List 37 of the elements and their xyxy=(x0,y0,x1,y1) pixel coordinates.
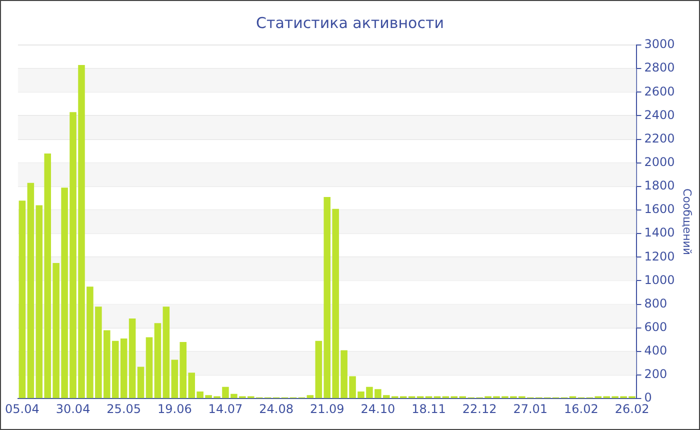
y-tick-label: 2600 xyxy=(644,84,675,98)
y-tick-label: 1000 xyxy=(644,272,675,287)
y-tick-label: 1600 xyxy=(644,202,675,216)
bar xyxy=(162,306,170,398)
y-tick-label: 1200 xyxy=(644,249,675,264)
y-tick-label: 3000 xyxy=(644,37,675,52)
y-tick-label: 2000 xyxy=(644,154,675,169)
x-tick-label: 25.05 xyxy=(106,402,142,416)
x-tick-label: 24.08 xyxy=(259,402,294,416)
x-tick-label: 30.04 xyxy=(56,402,90,416)
bar xyxy=(146,337,153,398)
bar xyxy=(306,395,314,398)
y-tick-label: 400 xyxy=(644,344,668,358)
x-tick-label: 05.04 xyxy=(5,402,40,416)
y-tick-label: 800 xyxy=(644,296,668,310)
x-tick-label: 16.02 xyxy=(564,402,598,416)
bar xyxy=(27,182,34,398)
bar xyxy=(18,200,26,398)
x-tick-label: 21.09 xyxy=(310,402,344,416)
x-tick-label: 19.06 xyxy=(157,402,192,416)
x-tick-label: 22.12 xyxy=(462,402,497,416)
chart-title: Статистика активности xyxy=(256,14,444,32)
y-tick-label: 2400 xyxy=(644,108,675,122)
bar xyxy=(128,318,136,398)
y-tick-label: 200 xyxy=(644,367,668,382)
bar xyxy=(154,323,162,398)
y-tick-label: 2200 xyxy=(644,131,675,146)
y-tick-label: 1800 xyxy=(644,178,675,193)
y-tick-label: 1400 xyxy=(644,226,675,240)
y-axis-title: Сообщений xyxy=(680,188,694,256)
y-tick-label: 600 xyxy=(644,320,668,334)
x-tick-label: 24.10 xyxy=(360,402,396,416)
x-tick-label: 18.11 xyxy=(412,402,446,416)
x-tick-label: 14.07 xyxy=(208,402,243,416)
x-tick-label: 27.01 xyxy=(513,402,548,416)
y-tick-label: 2800 xyxy=(644,60,675,75)
bar xyxy=(137,366,144,398)
